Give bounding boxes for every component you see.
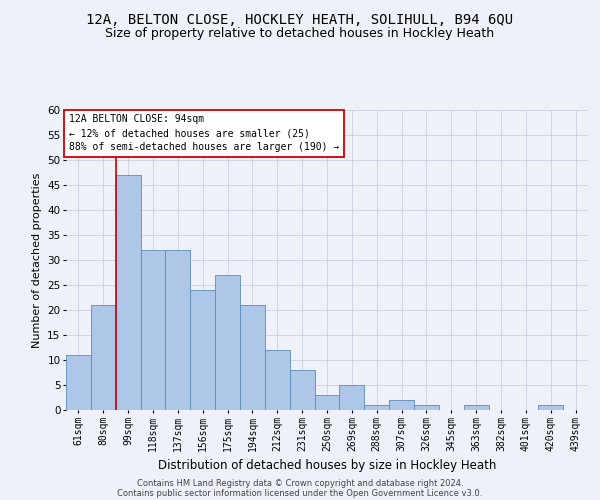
Bar	[340, 385, 364, 410]
Bar	[91, 305, 116, 410]
Text: 12A, BELTON CLOSE, HOCKLEY HEATH, SOLIHULL, B94 6QU: 12A, BELTON CLOSE, HOCKLEY HEATH, SOLIHU…	[86, 12, 514, 26]
Bar	[140, 250, 166, 410]
Bar	[66, 355, 91, 410]
Bar	[116, 175, 140, 410]
Bar	[215, 275, 240, 410]
Text: Size of property relative to detached houses in Hockley Heath: Size of property relative to detached ho…	[106, 28, 494, 40]
Y-axis label: Number of detached properties: Number of detached properties	[32, 172, 41, 348]
Text: Contains HM Land Registry data © Crown copyright and database right 2024.: Contains HM Land Registry data © Crown c…	[137, 478, 463, 488]
Bar	[240, 305, 265, 410]
Bar	[166, 250, 190, 410]
Text: Contains public sector information licensed under the Open Government Licence v3: Contains public sector information licen…	[118, 488, 482, 498]
Text: 12A BELTON CLOSE: 94sqm
← 12% of detached houses are smaller (25)
88% of semi-de: 12A BELTON CLOSE: 94sqm ← 12% of detache…	[68, 114, 339, 152]
Bar	[389, 400, 414, 410]
Bar	[464, 405, 488, 410]
Bar	[190, 290, 215, 410]
Bar	[265, 350, 290, 410]
Bar	[414, 405, 439, 410]
X-axis label: Distribution of detached houses by size in Hockley Heath: Distribution of detached houses by size …	[158, 459, 496, 472]
Bar	[290, 370, 314, 410]
Bar	[364, 405, 389, 410]
Bar	[538, 405, 563, 410]
Bar	[314, 395, 340, 410]
